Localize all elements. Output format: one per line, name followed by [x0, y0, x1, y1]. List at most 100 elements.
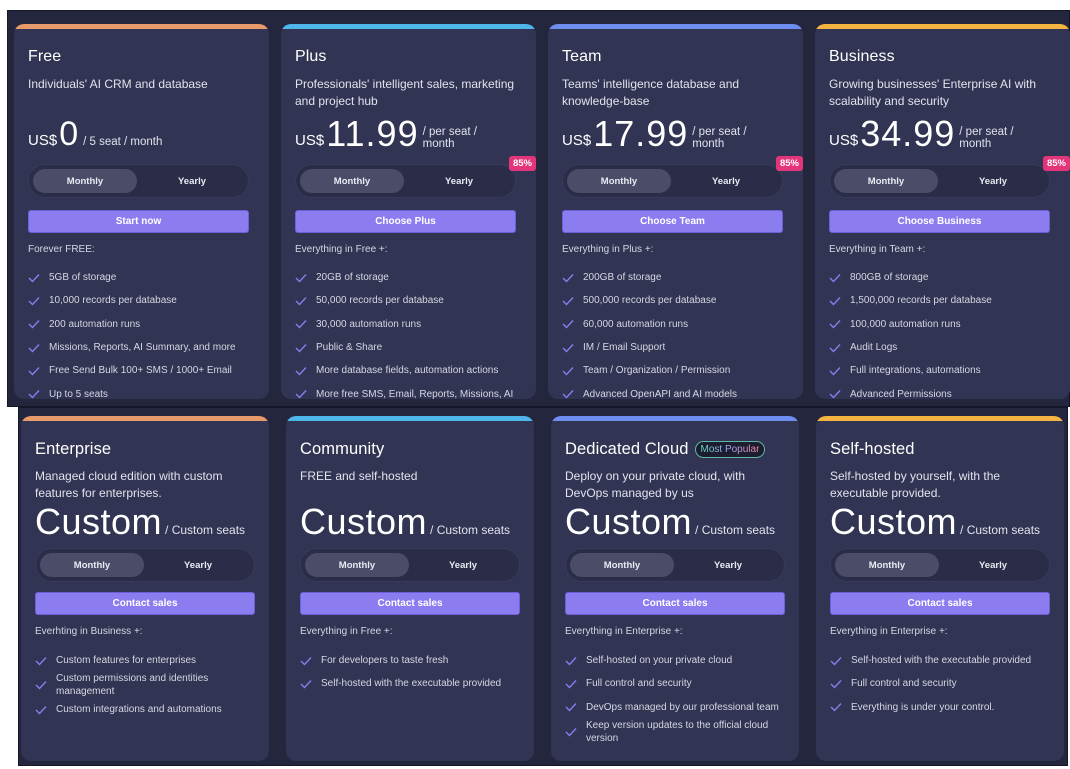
price-amount: Custom [565, 501, 693, 542]
billing-yearly-option[interactable]: Yearly [712, 175, 740, 187]
feature-item: Self-hosted with the executable provided [830, 649, 1060, 672]
plan-includes-label: Everything in Team +: [829, 244, 926, 255]
contact-sales-button[interactable]: Contact sales [830, 592, 1050, 615]
billing-yearly-option[interactable]: Yearly [178, 175, 206, 187]
feature-text: Full control and security [586, 678, 692, 690]
plan-title-row: Self-hosted [830, 440, 915, 459]
plan-price: Custom / Custom seats [300, 504, 510, 540]
plan-title-row: Dedicated Cloud Most Popular [565, 440, 766, 459]
feature-text: Up to 5 seats [49, 388, 108, 399]
billing-period-toggle[interactable]: Monthly Yearly [28, 164, 249, 198]
plan-cta-button[interactable]: Choose Team [562, 210, 783, 233]
billing-yearly-option[interactable]: Yearly [445, 175, 473, 187]
feature-item: Free Send Bulk 100+ SMS / 1000+ Email [28, 359, 258, 382]
billing-period-toggle[interactable]: Monthly Yearly [562, 164, 783, 198]
check-icon [829, 366, 850, 376]
plan-title-row: Community [300, 440, 384, 459]
feature-item: Full control and security [830, 672, 1060, 695]
billing-monthly-option[interactable]: Monthly [305, 553, 409, 577]
plan-description: Professionals' intelligent sales, market… [295, 77, 515, 108]
feature-text: Public & Share [316, 342, 383, 354]
plan-title-row: Business [829, 48, 895, 66]
feature-item: 200GB of storage [562, 266, 792, 289]
plan-price: US$ 11.99 / per seat / month [295, 116, 493, 152]
billing-period-toggle[interactable]: Monthly Yearly [829, 164, 1050, 198]
feature-text: IM / Email Support [583, 342, 666, 354]
check-icon [829, 319, 850, 329]
feature-text: Self-hosted with the executable provided [321, 678, 502, 690]
feature-item: 30,000 automation runs [295, 313, 525, 336]
check-icon [830, 702, 851, 712]
billing-monthly-option[interactable]: Monthly [834, 169, 938, 193]
price-currency: US$ [829, 132, 859, 149]
billing-period-toggle[interactable]: Monthly Yearly [565, 548, 785, 582]
pricing-panel-cloud: Free Individuals' AI CRM and database US… [7, 10, 1070, 407]
plan-name: Enterprise [35, 440, 112, 458]
feature-item: Keep version updates to the official clo… [565, 719, 795, 745]
plan-includes-label: Everything in Enterprise +: [565, 626, 683, 637]
billing-monthly-option[interactable]: Monthly [300, 169, 404, 193]
plan-includes-label: Everything in Free +: [300, 626, 393, 637]
plan-accent-stripe [548, 24, 803, 29]
billing-monthly-option[interactable]: Monthly [567, 169, 671, 193]
billing-period-toggle[interactable]: Monthly Yearly [295, 164, 516, 198]
plan-feature-list: 20GB of storage 50,000 records per databa… [295, 266, 525, 399]
check-icon [295, 296, 316, 306]
plan-accent-stripe [286, 416, 534, 421]
feature-text: 60,000 automation runs [583, 318, 689, 330]
billing-yearly-option[interactable]: Yearly [714, 559, 742, 571]
yearly-discount-badge: 85% [1042, 156, 1070, 171]
billing-period-toggle[interactable]: Monthly Yearly [830, 548, 1050, 582]
feature-item: IM / Email Support [562, 336, 792, 359]
billing-monthly-option[interactable]: Monthly [835, 553, 939, 577]
feature-text: Everything is under your control. [851, 701, 995, 713]
plan-card-self-hosted: Self-hosted Self-hosted by yourself, wit… [816, 416, 1064, 761]
check-icon [295, 366, 316, 376]
contact-sales-button[interactable]: Contact sales [565, 592, 785, 615]
plan-cta-button[interactable]: Choose Plus [295, 210, 516, 233]
contact-sales-button[interactable]: Contact sales [300, 592, 520, 615]
plan-cta-button[interactable]: Start now [28, 210, 249, 233]
plan-feature-list: 800GB of storage 1,500,000 records per da… [829, 266, 1059, 399]
plan-price: US$ 34.99 / per seat / month [829, 116, 1029, 152]
plan-card-dedicated-cloud: Dedicated Cloud Most Popular Deploy on y… [551, 416, 799, 761]
price-amount: 11.99 [326, 113, 419, 154]
billing-monthly-option[interactable]: Monthly [40, 553, 144, 577]
price-period: / Custom seats [165, 523, 246, 537]
pricing-panel-enterprise: Enterprise Managed cloud edition with cu… [18, 407, 1068, 766]
plan-includes-label: Everything in Plus +: [562, 244, 654, 255]
check-icon [562, 343, 583, 353]
price-amount: Custom [300, 501, 428, 542]
plan-card-plus: Plus Professionals' intelligent sales, m… [281, 24, 536, 399]
feature-text: 200 automation runs [49, 318, 141, 330]
billing-monthly-option[interactable]: Monthly [33, 169, 137, 193]
feature-item: For developers to taste fresh [300, 649, 530, 672]
feature-text: 200GB of storage [583, 272, 662, 284]
plan-feature-list: 5GB of storage 10,000 records per databas… [28, 266, 258, 399]
plan-cta-button[interactable]: Choose Business [829, 210, 1050, 233]
price-period: / per seat / month [422, 126, 477, 150]
billing-yearly-option[interactable]: Yearly [979, 175, 1007, 187]
billing-yearly-option[interactable]: Yearly [979, 559, 1007, 571]
feature-item: Full integrations, automations [829, 359, 1059, 382]
billing-yearly-option[interactable]: Yearly [449, 559, 477, 571]
feature-text: 30,000 automation runs [316, 318, 422, 330]
feature-text: Custom features for enterprises [56, 655, 197, 667]
feature-text: For developers to taste fresh [321, 655, 449, 667]
feature-text: Missions, Reports, AI Summary, and more [49, 342, 236, 354]
check-icon [565, 727, 586, 737]
feature-item: Missions, Reports, AI Summary, and more [28, 336, 258, 359]
plan-name: Community [300, 440, 385, 458]
plan-price: Custom / Custom seats [35, 504, 245, 540]
contact-sales-button[interactable]: Contact sales [35, 592, 255, 615]
billing-yearly-option[interactable]: Yearly [184, 559, 212, 571]
feature-text: Custom permissions and identities manage… [56, 673, 209, 698]
plan-name: Plus [295, 48, 327, 65]
billing-monthly-option[interactable]: Monthly [570, 553, 674, 577]
billing-period-toggle[interactable]: Monthly Yearly [300, 548, 520, 582]
billing-period-toggle[interactable]: Monthly Yearly [35, 548, 255, 582]
plan-includes-label: Forever FREE: [28, 244, 95, 255]
check-icon [565, 656, 586, 666]
check-icon [829, 296, 850, 306]
check-icon [830, 656, 851, 666]
